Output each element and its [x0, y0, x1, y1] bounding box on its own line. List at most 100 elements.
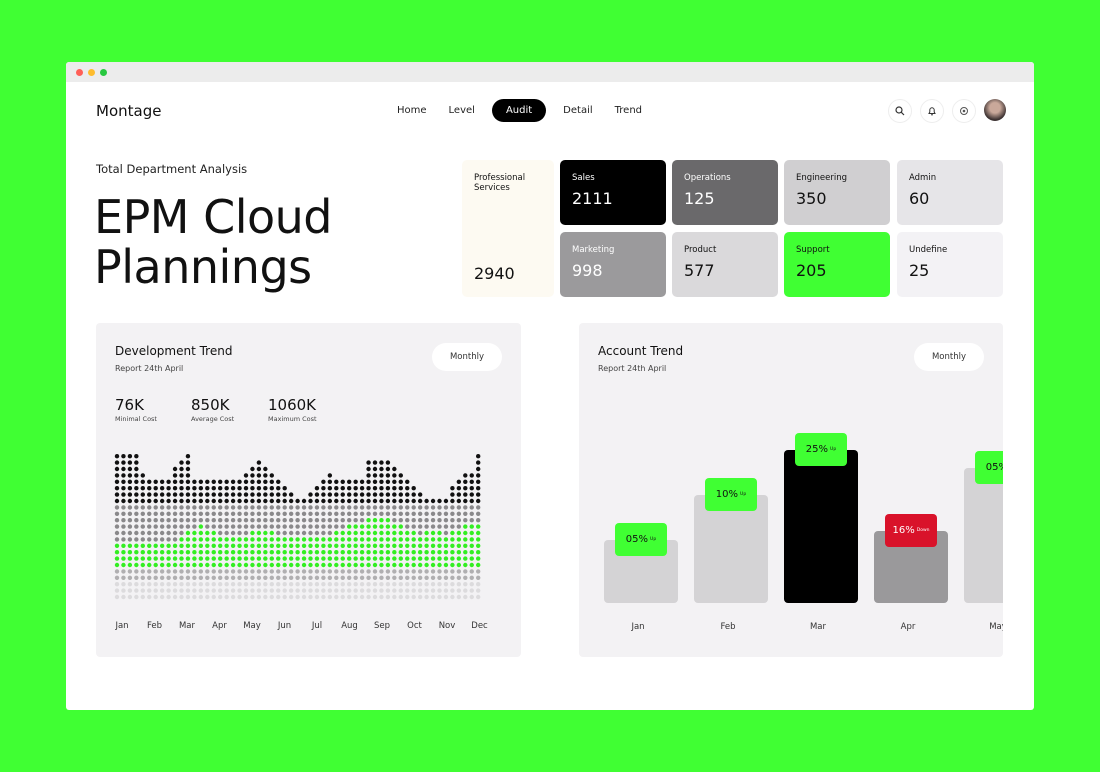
dot-mark — [218, 511, 223, 516]
department-card-marketing[interactable]: Marketing 998 — [560, 232, 666, 297]
dot-mark — [308, 575, 313, 580]
dot-mark — [308, 511, 313, 516]
dot-mark — [476, 530, 481, 536]
dot-mark — [411, 524, 416, 529]
dot-mark — [211, 530, 216, 536]
department-card-undefine[interactable]: Undefine 25 — [897, 232, 1003, 297]
dot-mark — [347, 582, 352, 587]
dot-mark — [301, 569, 307, 574]
department-card-support[interactable]: Support 205 — [784, 232, 890, 297]
dot-mark — [153, 543, 158, 548]
period-dropdown[interactable]: Monthly — [432, 343, 502, 371]
maximize-button[interactable] — [100, 69, 107, 76]
dot-mark — [198, 588, 204, 593]
dot-mark — [469, 588, 474, 593]
dot-mark — [121, 492, 126, 497]
dot-mark — [192, 562, 197, 568]
dot-mark — [269, 556, 274, 561]
dot-mark — [430, 543, 436, 548]
dot-mark — [185, 575, 191, 580]
dot-mark — [159, 543, 165, 548]
dot-mark — [276, 569, 281, 574]
dot-mark — [417, 550, 423, 555]
department-card-engineering[interactable]: Engineering 350 — [784, 160, 890, 225]
dot-mark — [314, 530, 320, 536]
dot-mark — [366, 582, 371, 587]
dot-mark — [450, 550, 455, 555]
dot-mark — [347, 569, 352, 574]
minimize-button[interactable] — [88, 69, 95, 76]
dot-mark — [198, 550, 204, 555]
dot-mark — [243, 556, 249, 561]
department-card-professional-services[interactable]: Professional Services 2940 — [462, 160, 554, 297]
change-percent: 10% — [715, 489, 739, 500]
dot-mark — [424, 562, 429, 568]
dot-mark — [205, 492, 210, 497]
dot-mark — [450, 505, 455, 510]
dot-mark — [405, 569, 410, 574]
dot-mark — [476, 498, 481, 504]
dot-mark — [379, 582, 384, 587]
dot-mark — [185, 550, 191, 555]
dot-mark — [211, 550, 216, 555]
close-button[interactable] — [76, 69, 83, 76]
dot-mark — [179, 511, 184, 516]
dot-mark — [224, 537, 229, 542]
department-card-sales[interactable]: Sales 2111 — [560, 160, 666, 225]
change-percent: 05% — [625, 534, 649, 545]
department-card-admin[interactable]: Admin 60 — [897, 160, 1003, 225]
dot-mark — [198, 543, 204, 548]
dot-mark — [256, 530, 262, 536]
settings-button[interactable] — [952, 99, 976, 123]
dot-mark — [411, 537, 416, 542]
dot-mark — [366, 479, 371, 484]
department-card-operations[interactable]: Operations 125 — [672, 160, 778, 225]
nav-home[interactable]: Home — [397, 105, 427, 116]
dot-mark — [476, 550, 481, 555]
dot-mark — [147, 550, 152, 555]
period-dropdown[interactable]: Monthly — [914, 343, 984, 371]
department-card-product[interactable]: Product 577 — [672, 232, 778, 297]
dot-mark — [340, 498, 345, 504]
dot-mark — [185, 486, 191, 491]
dot-mark — [301, 556, 307, 561]
nav-trend[interactable]: Trend — [614, 105, 643, 116]
dot-mark — [334, 543, 339, 548]
dot-mark — [256, 524, 262, 529]
dot-mark — [282, 530, 287, 536]
dot-mark — [450, 556, 455, 561]
title-line: EPM Cloud — [94, 190, 333, 244]
dot-mark — [301, 505, 307, 510]
dot-mark — [334, 524, 339, 529]
dot-mark — [379, 524, 384, 529]
dot-mark — [359, 492, 365, 497]
dot-mark — [295, 505, 300, 510]
bar-feb[interactable] — [694, 495, 768, 603]
dot-mark — [314, 588, 320, 593]
dot-mark — [134, 550, 139, 555]
change-badge: 25% Up — [795, 433, 847, 466]
dot-mark — [269, 505, 274, 510]
avatar[interactable] — [984, 99, 1006, 121]
nav-level[interactable]: Level — [448, 105, 475, 116]
dot-mark — [179, 569, 184, 574]
dot-mark — [224, 594, 229, 600]
dot-mark — [276, 588, 281, 593]
dot-mark — [450, 569, 455, 574]
dot-mark — [469, 518, 474, 523]
notifications-button[interactable] — [920, 99, 944, 123]
brand-logo[interactable]: Montage — [96, 102, 162, 120]
dot-mark — [198, 492, 204, 497]
nav-detail[interactable]: Detail — [563, 105, 593, 116]
dot-mark — [334, 498, 339, 504]
dot-mark — [147, 588, 152, 593]
bar-mar[interactable] — [784, 450, 858, 603]
dot-mark — [308, 498, 313, 504]
bar-may[interactable] — [964, 468, 1003, 603]
dot-mark — [269, 537, 274, 542]
dot-mark — [153, 505, 158, 510]
dot-mark — [295, 550, 300, 555]
dot-mark — [179, 492, 184, 497]
nav-audit[interactable]: Audit — [491, 99, 547, 122]
search-button[interactable] — [888, 99, 912, 123]
